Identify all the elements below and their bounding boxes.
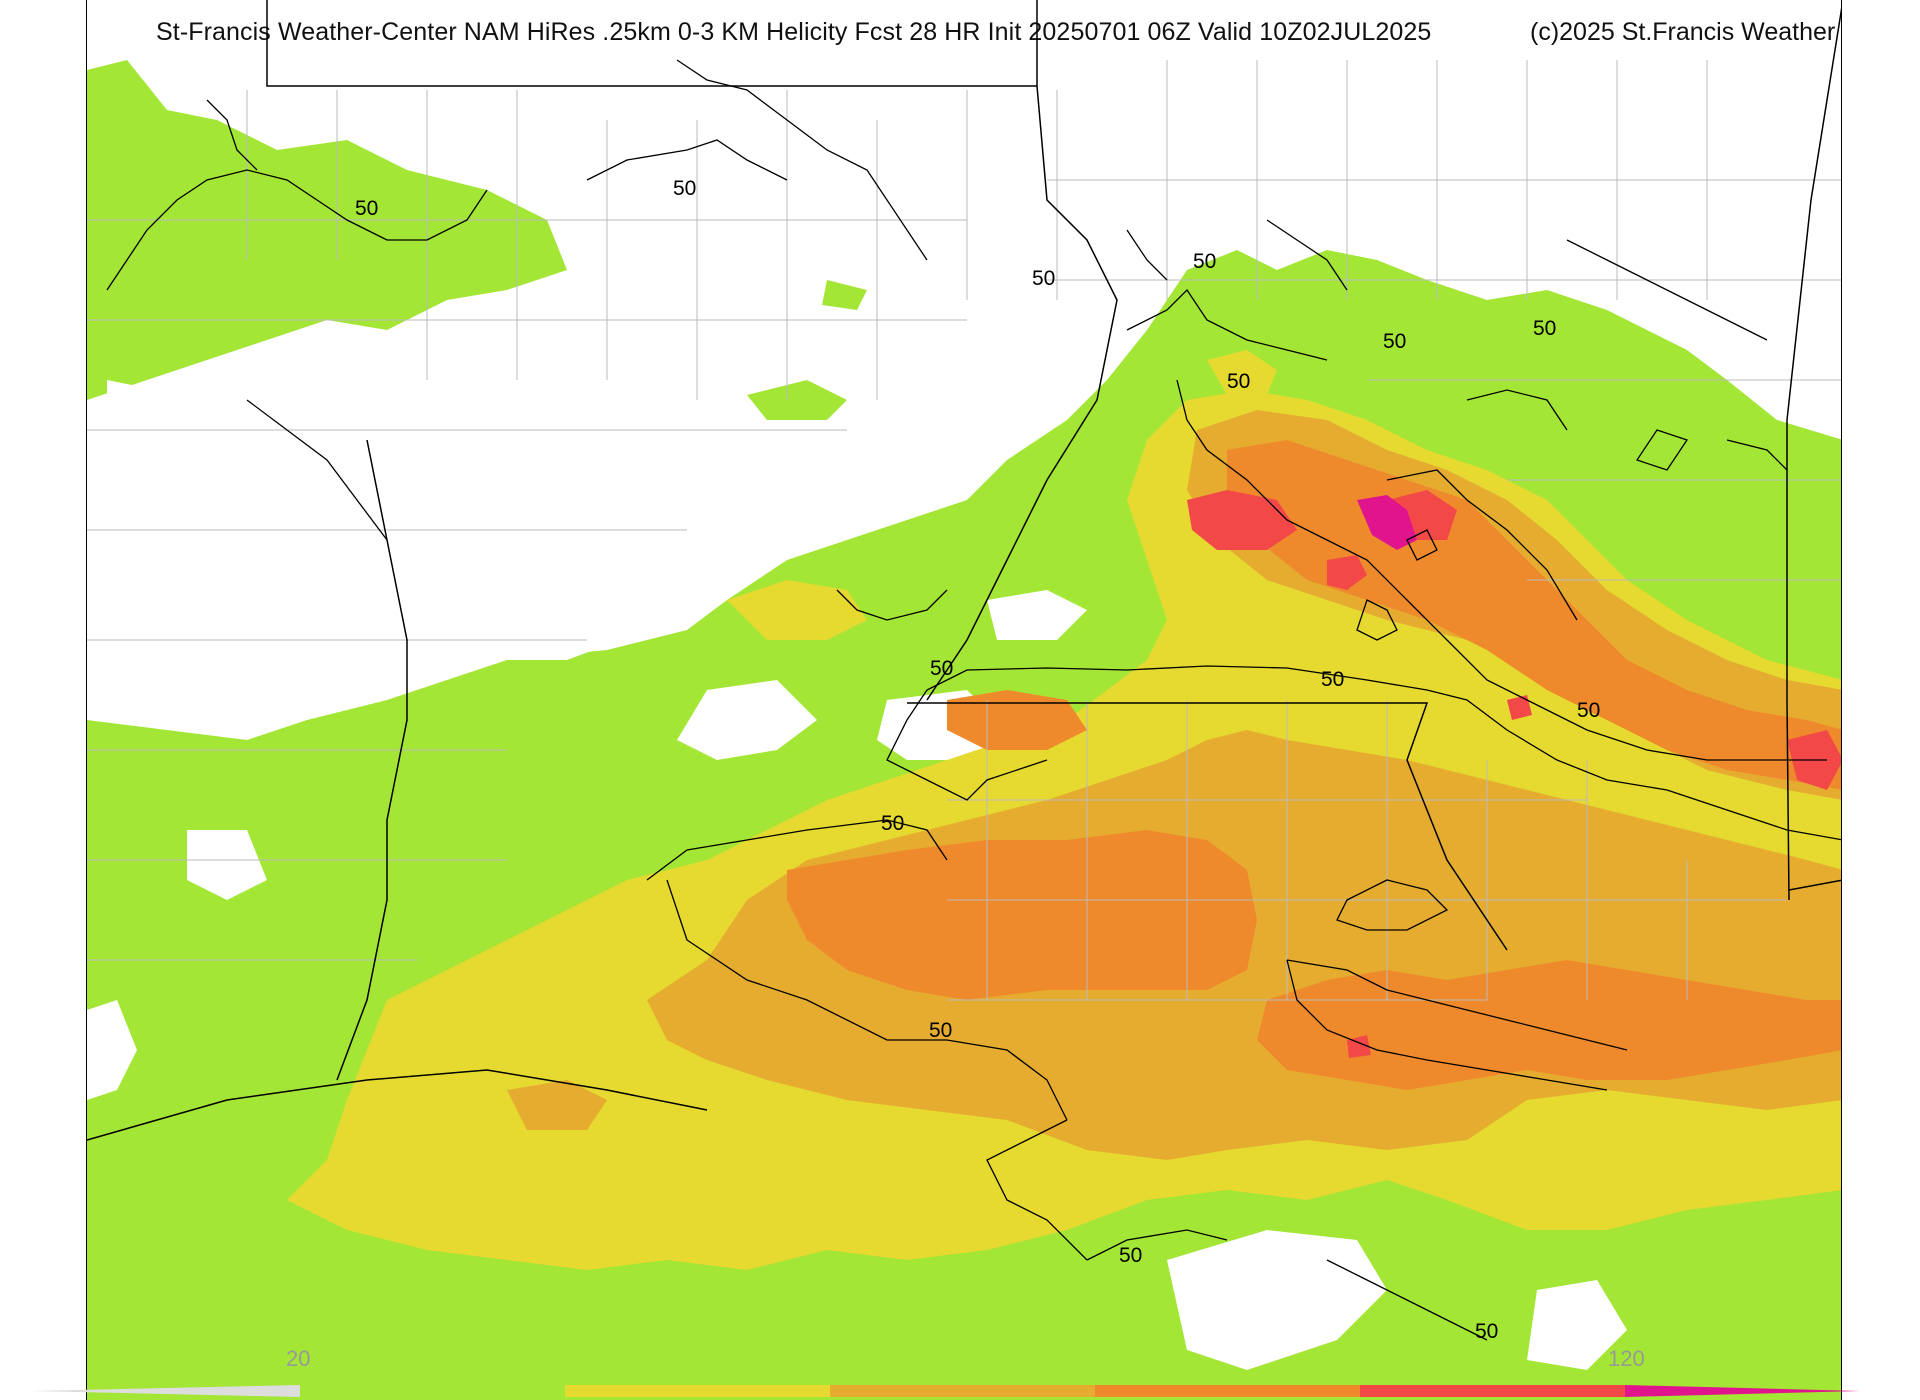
contour-50 bbox=[106, 59, 1841, 1341]
helicity-map: 50 50 50 50 50 50 50 50 50 50 50 50 50 5… bbox=[86, 0, 1842, 1400]
contour-label: 50 bbox=[1193, 250, 1216, 273]
colorbar-segment bbox=[830, 1385, 1095, 1397]
state-borders bbox=[87, 0, 1841, 1141]
colorbar-segment bbox=[300, 1385, 565, 1397]
contour-label: 50 bbox=[930, 657, 953, 680]
contour-label: 50 bbox=[929, 1019, 952, 1042]
contour-label: 50 bbox=[673, 177, 696, 200]
contour-label: 50 bbox=[355, 197, 378, 220]
map-canvas: 50 50 50 50 50 50 50 50 50 50 50 50 50 5… bbox=[87, 0, 1841, 1400]
colorbar-tick-low: 20 bbox=[286, 1346, 311, 1371]
colorbar-segment bbox=[1360, 1385, 1625, 1397]
contour-label: 50 bbox=[1227, 370, 1250, 393]
contour-label: 50 bbox=[1475, 1320, 1498, 1343]
contour-label: 50 bbox=[881, 812, 904, 835]
colorbar-extend-high bbox=[1625, 1385, 1860, 1397]
colorbar-segment bbox=[1095, 1385, 1360, 1397]
map-title: St-Francis Weather-Center NAM HiRes .25k… bbox=[156, 18, 1432, 46]
county-lines bbox=[87, 60, 1841, 1001]
contour-label: 50 bbox=[1383, 330, 1406, 353]
contour-label: 50 bbox=[1577, 699, 1600, 722]
contour-label: 50 bbox=[1119, 1244, 1142, 1267]
contour-labels: 50 50 50 50 50 50 50 50 50 50 50 50 50 5… bbox=[355, 177, 1600, 1343]
colorbar bbox=[30, 1385, 1860, 1397]
colorbar-tick-high: 120 bbox=[1608, 1346, 1645, 1371]
contour-label: 50 bbox=[1533, 317, 1556, 340]
shade-level-100 bbox=[1187, 490, 1841, 1058]
shade-level-80 bbox=[787, 440, 1841, 1090]
contour-label: 50 bbox=[1321, 668, 1344, 691]
contour-label: 50 bbox=[1032, 267, 1055, 290]
colorbar-extend-low bbox=[30, 1385, 300, 1397]
colorbar-segment bbox=[565, 1385, 830, 1397]
shade-level-120 bbox=[1357, 495, 1417, 550]
copyright-text: (c)2025 St.Francis Weather bbox=[1530, 18, 1836, 46]
